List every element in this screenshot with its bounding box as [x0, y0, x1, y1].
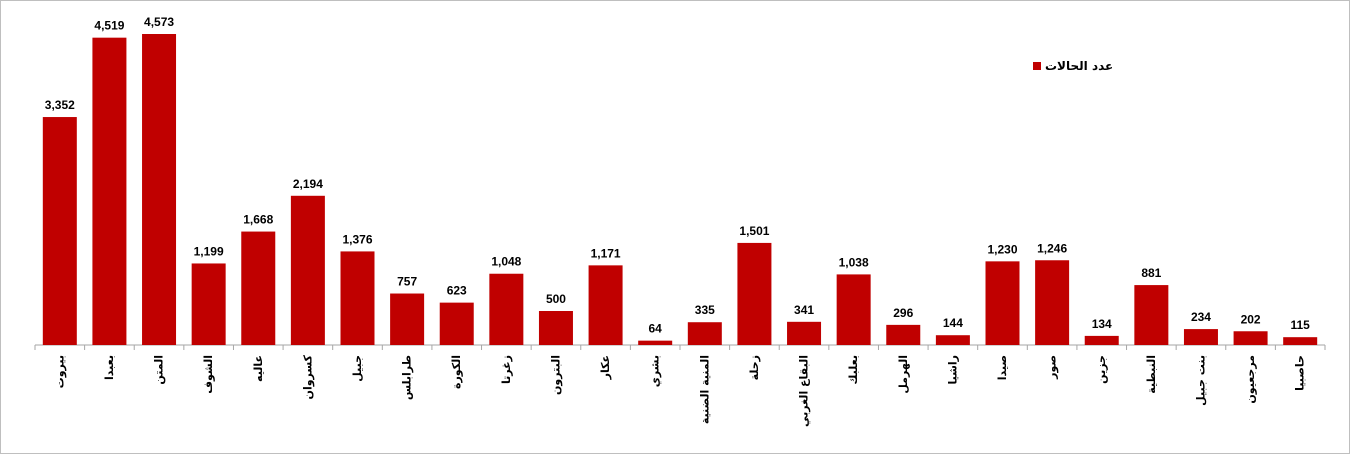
bar-value-label: 1,038 [839, 255, 869, 269]
category-label: بيروت [53, 355, 66, 388]
bar [737, 242, 772, 345]
category-label: البترون [549, 355, 562, 395]
category-label: صور [1046, 355, 1059, 380]
category-label: زحلة [748, 355, 761, 380]
category-label: مرجعيون [1244, 355, 1257, 404]
bar-value-label: 1,171 [591, 246, 621, 260]
category-labels-group: بيروت بعبدا المتن الشوف عاليه كسروان جبيل طرابل… [53, 354, 1306, 427]
category-label: بشري [649, 355, 662, 387]
legend-swatch [1033, 62, 1041, 70]
legend-label: عدد الحالات [1045, 59, 1113, 73]
bar-value-label: 500 [546, 292, 566, 306]
bar [538, 311, 573, 345]
bar [1134, 285, 1169, 345]
bar [985, 261, 1020, 345]
bar-value-label: 4,519 [94, 19, 124, 33]
bars-group [42, 34, 1318, 346]
category-label: المنية الضنية [698, 355, 711, 424]
bar [340, 251, 375, 345]
bar-value-label: 1,048 [491, 255, 521, 269]
bar [1035, 260, 1070, 345]
bar [687, 322, 722, 345]
bar [290, 195, 325, 345]
bar-value-label: 115 [1291, 318, 1311, 332]
bar [142, 34, 177, 345]
bar [1084, 335, 1119, 345]
bar-value-label: 64 [649, 322, 663, 336]
bar [191, 263, 226, 345]
bar [1233, 331, 1268, 345]
category-label: البقاع الغربي [798, 355, 811, 427]
bar-value-label: 1,376 [342, 232, 372, 246]
bar [935, 335, 970, 345]
bar [588, 265, 623, 345]
bar-value-label: 1,668 [243, 213, 273, 227]
category-label: عكار [599, 355, 612, 380]
category-label: جبيل [351, 355, 364, 382]
bar-value-label: 1,246 [1037, 241, 1067, 255]
bar [1283, 337, 1318, 345]
value-labels-group: 3,352 4,519 4,573 1,199 1,668 2,194 1,376 757 62… [45, 15, 1310, 336]
category-label: زغرتا [500, 355, 513, 384]
bar [42, 117, 77, 345]
bar-value-label: 623 [447, 284, 467, 298]
category-label: راشيا [946, 355, 959, 385]
category-label: المتن [153, 355, 166, 385]
bar-value-label: 234 [1191, 310, 1211, 324]
category-label: الكورة [450, 355, 463, 389]
bar-value-label: 3,352 [45, 98, 75, 112]
bar-value-label: 1,230 [987, 242, 1017, 256]
bar [1183, 329, 1218, 345]
bar-value-label: 296 [893, 306, 913, 320]
category-label: طرابلس [401, 355, 414, 400]
legend: عدد الحالات [1033, 59, 1113, 73]
category-label: حاصبيا [1294, 355, 1307, 391]
category-label: جزين [1095, 355, 1108, 384]
bar-value-label: 4,573 [144, 15, 174, 29]
category-label: كسروان [301, 354, 314, 399]
category-label: بنت جبيل [1194, 355, 1207, 406]
bar-value-label: 134 [1092, 317, 1112, 331]
category-label: عاليه [252, 355, 265, 382]
x-axis-ticks [34, 345, 1326, 350]
bar-value-label: 202 [1241, 312, 1261, 326]
bar-value-label: 341 [794, 303, 814, 317]
bar [836, 274, 871, 345]
category-label: الشوف [202, 355, 215, 394]
bar [439, 302, 474, 345]
category-label: صيدا [996, 355, 1009, 380]
bar-value-label: 1,199 [194, 244, 224, 258]
bar [489, 273, 524, 345]
category-label: الهرمل [897, 355, 910, 394]
bar-value-label: 881 [1141, 266, 1161, 280]
bar-value-label: 144 [943, 316, 963, 330]
bar-value-label: 335 [695, 303, 715, 317]
bar [638, 340, 673, 345]
category-label: النبطية [1145, 355, 1158, 394]
bar [390, 293, 425, 345]
bar-value-label: 1,501 [739, 224, 769, 238]
bar-value-label: 757 [397, 275, 417, 289]
category-label: بعلبك [847, 355, 860, 385]
bar [241, 231, 276, 345]
bar [787, 321, 822, 345]
category-label: بعبدا [103, 355, 116, 380]
bar [92, 37, 127, 346]
bar [886, 324, 921, 345]
bar-value-label: 2,194 [293, 177, 323, 191]
